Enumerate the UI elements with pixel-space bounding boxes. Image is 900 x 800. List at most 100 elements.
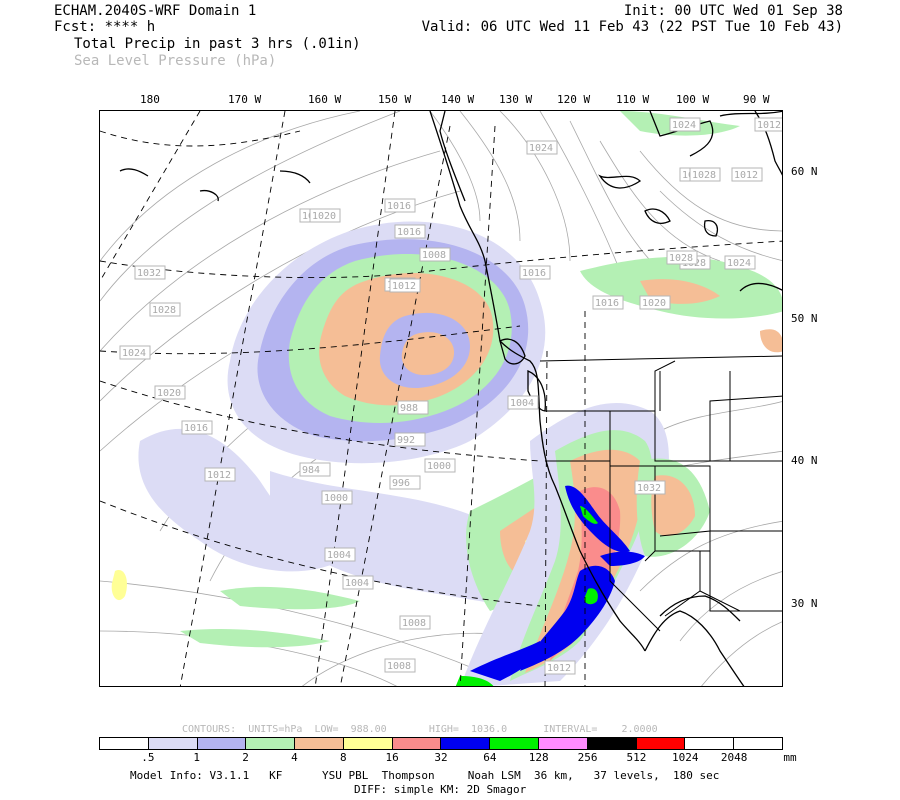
lon-label: 120 W (557, 93, 591, 106)
svg-text:988: 988 (400, 403, 418, 414)
legend-swatch (636, 738, 686, 749)
legend-label: 4 (291, 751, 298, 764)
isobar-label: 988 (397, 400, 429, 415)
svg-text:1008: 1008 (402, 618, 426, 629)
isobar-label: 1004 (342, 575, 374, 590)
legend-swatch (539, 738, 588, 749)
isobar-label: 1016 (519, 265, 551, 280)
svg-text:1016: 1016 (387, 201, 411, 212)
isobar-label: 1012 (731, 167, 763, 182)
legend-label: 512 (626, 751, 647, 764)
svg-text:1004: 1004 (510, 398, 534, 409)
init-time: Init: 00 UTC Wed 01 Sep 38 (623, 3, 843, 19)
isobar-label: 1012 (544, 660, 576, 675)
isobar-label: 1016 (592, 295, 624, 310)
legend-label: 32 (434, 751, 448, 764)
lon-label: 110 W (616, 93, 650, 106)
isobar-label: 1024 (526, 140, 558, 155)
isobar-label: 1000 (424, 458, 456, 473)
legend-label: 1 (193, 751, 201, 764)
isobar-label: 1008 (419, 247, 451, 262)
lon-label: 90 W (743, 93, 770, 106)
legend-label: 64 (483, 751, 497, 764)
lon-label: 100 W (676, 93, 710, 106)
legend-label: 256 (577, 751, 598, 764)
isobar-label: 1004 (324, 547, 356, 562)
svg-text:1020: 1020 (312, 211, 336, 222)
isobar-label: 1008 (399, 615, 431, 630)
isobar-label: 1012 (389, 278, 421, 293)
svg-text:1008: 1008 (387, 661, 411, 672)
svg-text:1016: 1016 (397, 227, 421, 238)
lat-label: 30 N (791, 597, 818, 610)
svg-text:1004: 1004 (327, 550, 351, 561)
lat-label: 50 N (791, 312, 818, 325)
legend-label: .5 (141, 751, 155, 764)
isobar-label: 1012 (754, 117, 782, 132)
precip-map[interactable]: 1024 1024 1012 1020 1016 1012 1008 1032 … (99, 110, 783, 687)
lon-label: 180 (140, 93, 160, 106)
diff-info: DIFF: simple KM: 2D Smagor (354, 783, 527, 796)
svg-text:1028: 1028 (152, 305, 176, 316)
isobar-label: 996 (389, 475, 421, 490)
svg-text:1016: 1016 (184, 423, 208, 434)
svg-text:1012: 1012 (757, 120, 781, 131)
svg-text:1000: 1000 (427, 461, 451, 472)
svg-text:1012: 1012 (734, 170, 758, 181)
isobar-label: 1020 (639, 295, 671, 310)
isobar-label: 1024 (119, 345, 151, 360)
legend-swatch (685, 738, 735, 749)
lon-label: 140 W (441, 93, 475, 106)
svg-text:1012: 1012 (547, 663, 571, 674)
legend-swatch (392, 738, 442, 749)
field-precip-title: Total Precip in past 3 hrs (.01in) (74, 36, 361, 52)
svg-text:1032: 1032 (637, 483, 661, 494)
legend-swatch (148, 738, 198, 749)
legend-label: 16 (385, 751, 399, 764)
isobar-label: 1028 (149, 302, 181, 317)
lat-label: 40 N (791, 454, 818, 467)
isobar-label: 984 (299, 462, 331, 477)
coastlines (119, 111, 782, 686)
svg-text:1012: 1012 (207, 470, 231, 481)
legend-swatch (197, 738, 247, 749)
isobar-label: 1032 (634, 480, 666, 495)
isobar-label: 1008 (384, 658, 416, 673)
precip-shading (111, 111, 782, 686)
forecast-hour: Fcst: **** h (54, 19, 156, 35)
legend-label: 8 (339, 751, 347, 764)
svg-text:1024: 1024 (672, 120, 696, 131)
svg-text:1020: 1020 (157, 388, 181, 399)
isobar-label: 1024 (724, 255, 756, 270)
isobar-label-boxes: 1024 1024 1012 1020 1016 1012 1008 1032 … (119, 117, 782, 675)
precip-legend-bar (99, 737, 783, 750)
svg-text:1004: 1004 (345, 578, 369, 589)
svg-text:1016: 1016 (522, 268, 546, 279)
lat-label: 60 N (791, 165, 818, 178)
svg-text:1028: 1028 (692, 170, 716, 181)
model-title: ECHAM.2040S-WRF Domain 1 (54, 3, 257, 19)
legend-swatch (490, 738, 540, 749)
model-info: Model Info: V3.1.1 KF YSU PBL Thompson N… (130, 769, 720, 782)
svg-text:1000: 1000 (324, 493, 348, 504)
svg-text:1028: 1028 (669, 253, 693, 264)
field-slp-title: Sea Level Pressure (hPa) (74, 53, 277, 69)
svg-text:1016: 1016 (595, 298, 619, 309)
contour-info: CONTOURS: UNITS=hPa LOW= 988.00 HIGH= 10… (182, 724, 658, 735)
isobar-label: 1012 (204, 467, 236, 482)
legend-swatch (295, 738, 344, 749)
legend-swatch (734, 738, 782, 749)
isobar-label: 992 (394, 432, 426, 447)
svg-text:996: 996 (392, 478, 410, 489)
legend-label: 2048 (720, 751, 748, 764)
lon-label: 170 W (228, 93, 262, 106)
lon-label: 130 W (499, 93, 533, 106)
isobar-label: 1020 (154, 385, 186, 400)
isobar-label: 1016 (394, 224, 426, 239)
lon-label: 160 W (308, 93, 342, 106)
legend-label: 128 (528, 751, 549, 764)
state-borders (539, 355, 782, 632)
isobar-label: 1004 (507, 395, 539, 410)
isobar-label: 1028 (666, 250, 698, 265)
isobar-label: 1016 (181, 420, 213, 435)
